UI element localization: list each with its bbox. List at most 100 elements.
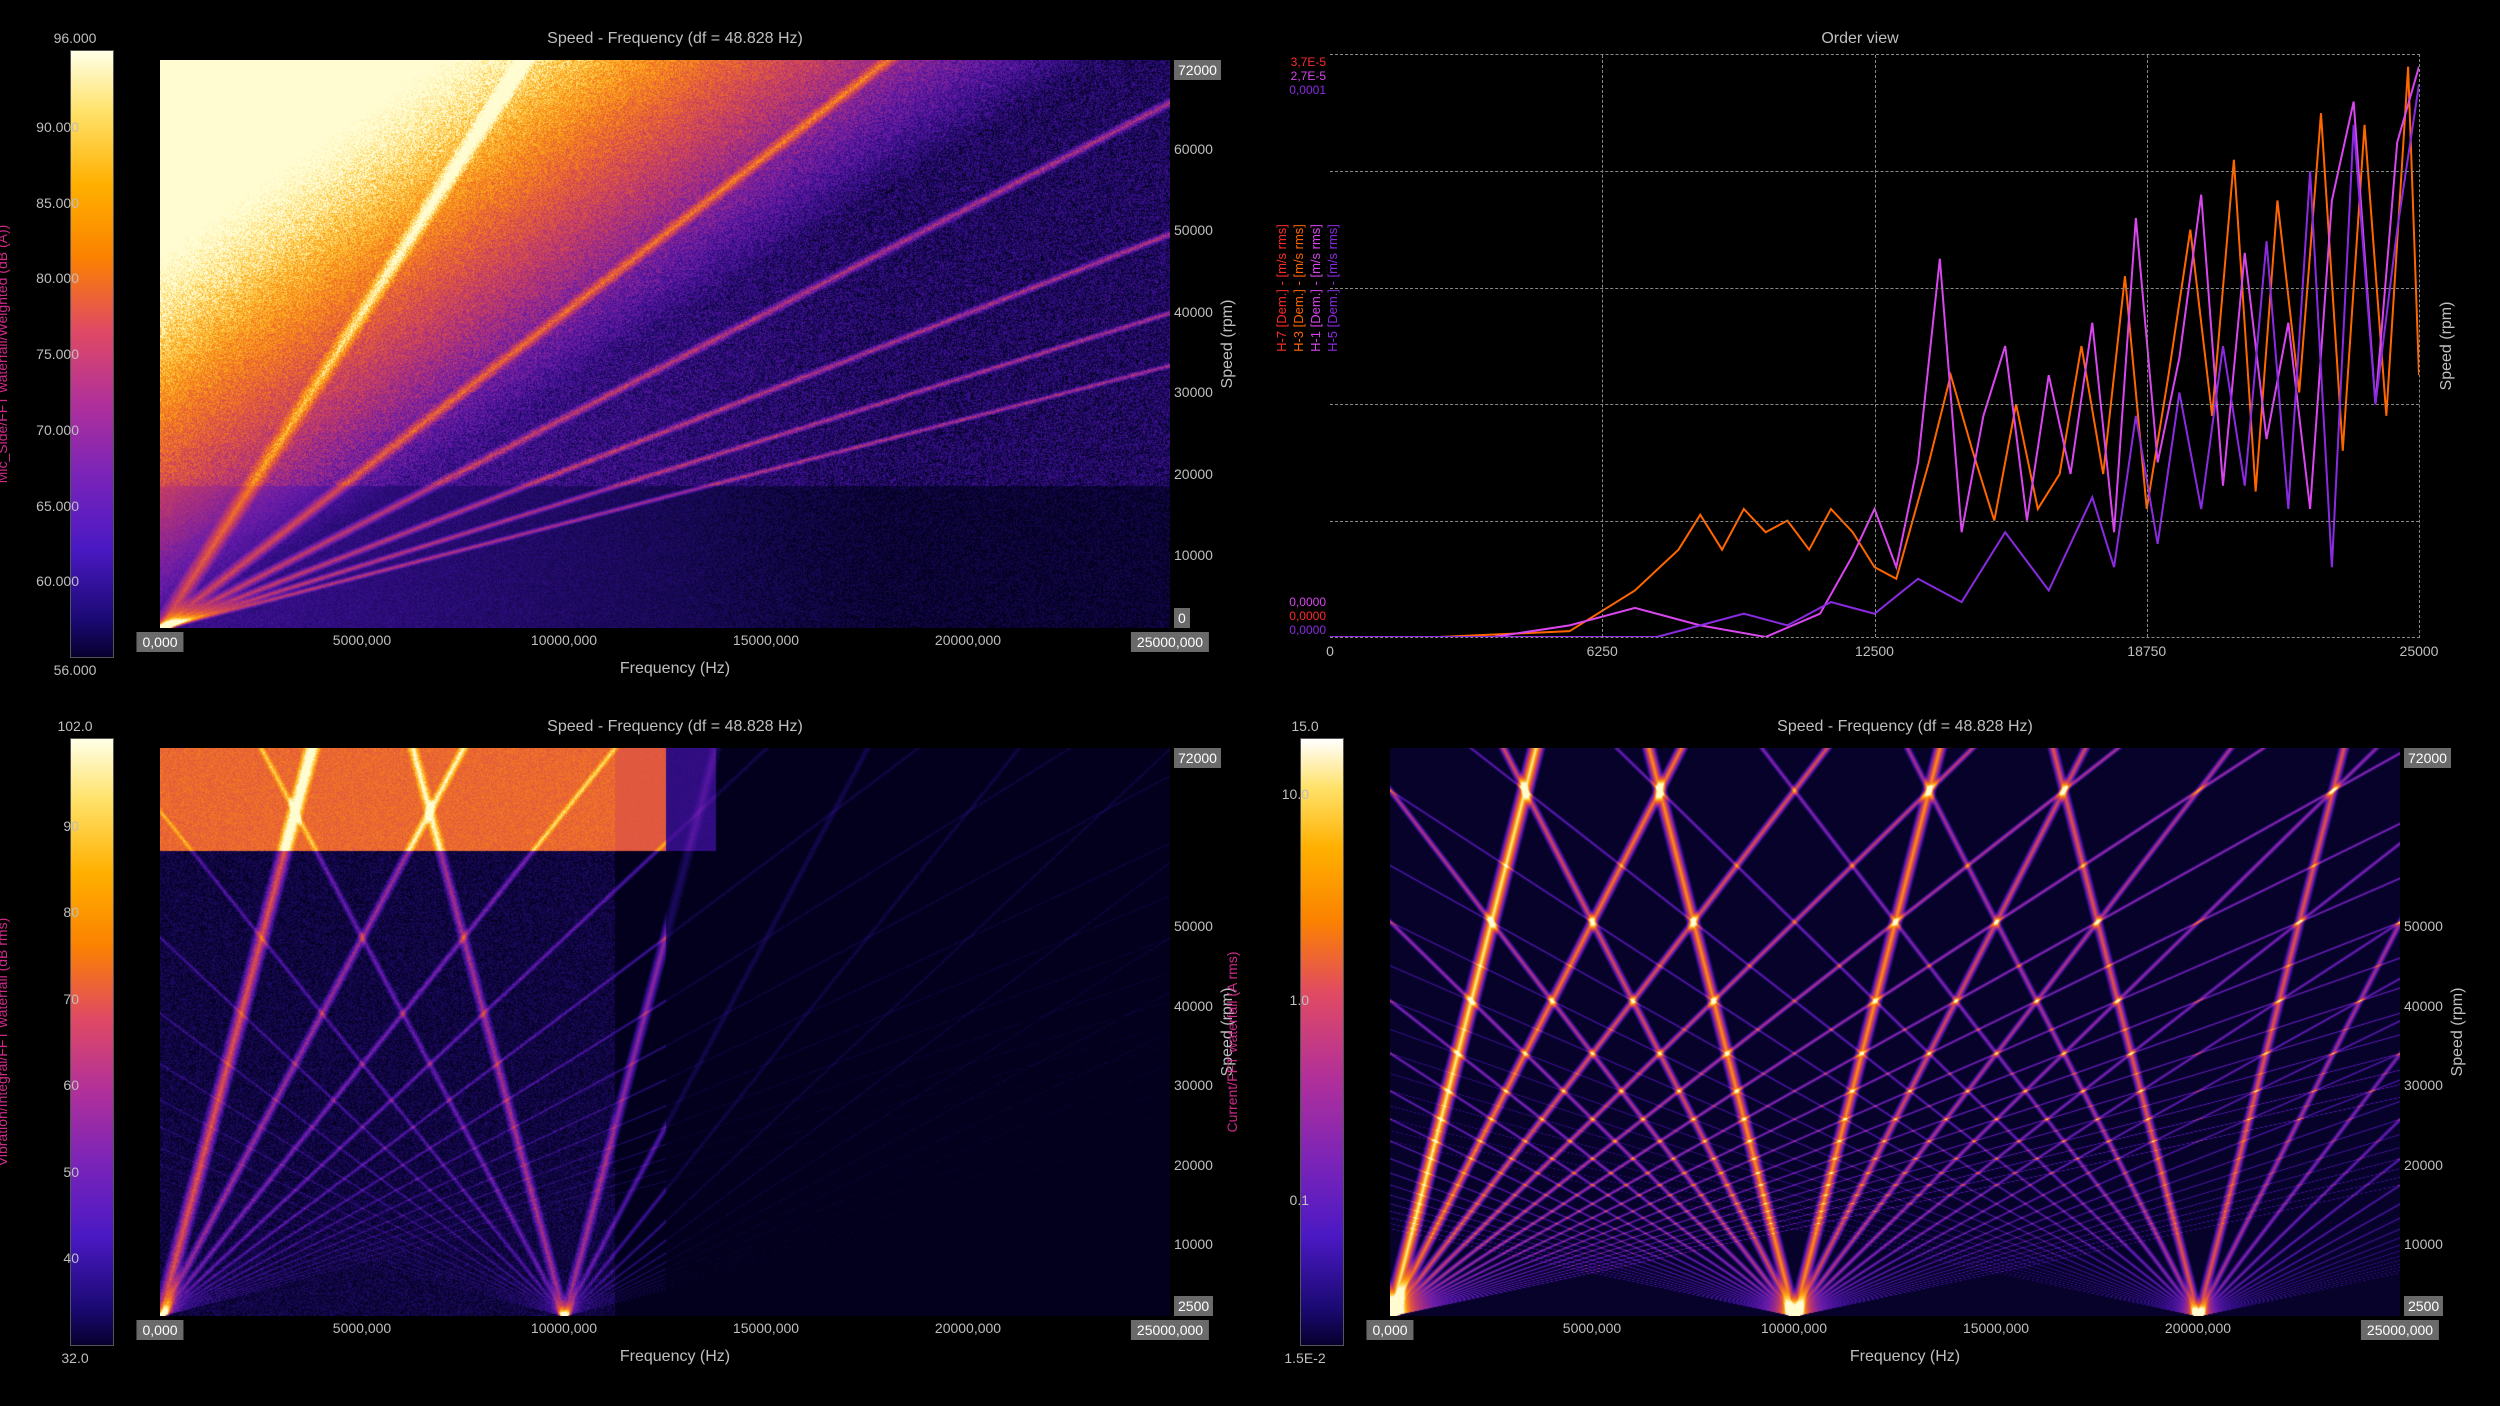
colorbar-tick: 50 xyxy=(63,1164,79,1180)
panel-order-view: Order view Speed (rpm) H-7 [Dem.] - [m/s… xyxy=(1260,30,2460,678)
rightaxis-tick: 0 xyxy=(1174,608,1190,628)
rightaxis-tick: 20000 xyxy=(1174,1157,1213,1173)
xaxis-title: Frequency (Hz) xyxy=(1350,1348,2460,1366)
colorbar-tick: 0.1 xyxy=(1290,1192,1309,1208)
panel-current-spectrogram: Current/FFT waterfall (A rms)15.015.010.… xyxy=(1260,718,2460,1366)
colorbar-tick: 90 xyxy=(63,818,79,834)
xaxis-tick: 20000,000 xyxy=(935,632,1001,648)
order-ytick-top: 3,7E-5 xyxy=(1291,55,1326,69)
rightaxis-tick: 20000 xyxy=(1174,466,1213,482)
xaxis-tick: 15000,000 xyxy=(733,632,799,648)
colorbar-ytitle: Mic_Side/FFT waterfall/Weighted (dB (A)) xyxy=(0,225,10,484)
xaxis-tick: 15000,000 xyxy=(733,1320,799,1336)
rightaxis-tick: 10000 xyxy=(2404,1236,2443,1252)
order-xaxis-tick: 12500 xyxy=(1855,643,1894,659)
rightaxis-tick: 72000 xyxy=(1174,748,1221,768)
colorbar-gradient: 15.010.01.00.11.5E-2 xyxy=(1300,738,1344,1346)
plot-title: Speed - Frequency (df = 48.828 Hz) xyxy=(120,718,1230,742)
xaxis-tick: 10000,000 xyxy=(1761,1320,1827,1336)
xaxis-tick: 25000,000 xyxy=(2361,1320,2439,1340)
rightaxis-tick: 30000 xyxy=(1174,1077,1213,1093)
order-ytick-top: 2,7E-5 xyxy=(1291,69,1326,83)
order-series-label: H-7 [Dem.] - [m/s rms] xyxy=(1274,224,1289,352)
xaxis-tick: 25000,000 xyxy=(1131,1320,1209,1340)
colorbar-bottom-value: 56.000 xyxy=(54,662,97,678)
rightaxis-tick: 20000 xyxy=(2404,1157,2443,1173)
rightaxis-tick: 10000 xyxy=(1174,547,1213,563)
colorbar-gradient: 96.00090.00085.00080.00075.00070.00065.0… xyxy=(70,50,114,658)
plot-title: Speed - Frequency (df = 48.828 Hz) xyxy=(1350,718,2460,742)
rightaxis-tick: 72000 xyxy=(2404,748,2451,768)
xaxis-tick: 10000,000 xyxy=(531,632,597,648)
colorbar-tick: 10.0 xyxy=(1282,786,1309,802)
order-series-label: H-1 [Dem.] - [m/s rms] xyxy=(1308,224,1323,352)
rightaxis-tick: 2500 xyxy=(1174,1296,1213,1316)
xaxis-tick: 0,000 xyxy=(1366,1320,1413,1340)
rightaxis-tick: 50000 xyxy=(1174,222,1213,238)
xaxis-tick: 0,000 xyxy=(136,632,183,652)
colorbar: Mic_Side/FFT waterfall/Weighted (dB (A))… xyxy=(30,30,120,678)
xaxis-tick: 20000,000 xyxy=(2165,1320,2231,1336)
rightaxis-tick: 30000 xyxy=(2404,1077,2443,1093)
panel-vibration-spectrogram: Vibration/Integral/FFT waterfall (dB rms… xyxy=(30,718,1230,1366)
rightaxis-tick: 40000 xyxy=(2404,998,2443,1014)
rightaxis-tick: 30000 xyxy=(1174,384,1213,400)
colorbar-gradient: 102.090807060504032.0 xyxy=(70,738,114,1346)
rightaxis-tick: 10000 xyxy=(1174,1236,1213,1252)
colorbar-tick: 40 xyxy=(63,1250,79,1266)
colorbar-tick: 65.000 xyxy=(36,498,79,514)
order-ytick-top: 0,0001 xyxy=(1289,83,1326,97)
rightaxis-tick: 40000 xyxy=(1174,998,1213,1014)
xaxis-tick: 5000,000 xyxy=(333,1320,391,1336)
colorbar-tick: 70.000 xyxy=(36,422,79,438)
colorbar-tick: 80.000 xyxy=(36,270,79,286)
xaxis-tick: 25000,000 xyxy=(1131,632,1209,652)
rightaxis-tick: 2500 xyxy=(2404,1296,2443,1316)
order-xaxis-tick: 6250 xyxy=(1587,643,1618,659)
colorbar-tick: 60.000 xyxy=(36,573,79,589)
plot-title: Speed - Frequency (df = 48.828 Hz) xyxy=(120,30,1230,54)
grid-v xyxy=(2147,55,2148,637)
colorbar-bottom-value: 32.0 xyxy=(61,1350,88,1366)
rightaxis-title: Speed (rpm) xyxy=(1219,300,1237,389)
colorbar-tick: 1.0 xyxy=(1290,992,1309,1008)
spectrogram-plot-area[interactable] xyxy=(160,60,1170,628)
grid-h xyxy=(1330,521,2419,522)
colorbar-ytitle: Current/FFT waterfall (A rms) xyxy=(1224,952,1240,1133)
colorbar-tick: 75.000 xyxy=(36,346,79,362)
rightaxis-tick: 60000 xyxy=(1174,141,1213,157)
order-view-right-axis-title: Speed (rpm) xyxy=(2438,302,2456,391)
spectrogram-plot-area[interactable] xyxy=(160,748,1170,1316)
colorbar-tick: 85.000 xyxy=(36,195,79,211)
colorbar: Current/FFT waterfall (A rms)15.015.010.… xyxy=(1260,718,1350,1366)
xaxis-tick: 0,000 xyxy=(136,1320,183,1340)
panel-mic-spectrogram: Mic_Side/FFT waterfall/Weighted (dB (A))… xyxy=(30,30,1230,678)
colorbar-top-value: 102.0 xyxy=(57,718,92,734)
grid-v xyxy=(1602,55,1603,637)
xaxis-tick: 5000,000 xyxy=(333,632,391,648)
colorbar-top-value: 15.0 xyxy=(1291,718,1318,734)
spectrogram-plot-area[interactable] xyxy=(1390,748,2400,1316)
rightaxis-tick: 50000 xyxy=(1174,918,1213,934)
grid-h xyxy=(1330,171,2419,172)
order-xaxis-tick: 0 xyxy=(1326,643,1334,659)
colorbar-tick: 90.000 xyxy=(36,119,79,135)
colorbar-ytitle: Vibration/Integral/FFT waterfall (dB rms… xyxy=(0,918,10,1166)
rightaxis-tick: 72000 xyxy=(1174,60,1221,80)
order-ytick-bottom: 0,0000 xyxy=(1289,623,1326,637)
rightaxis-tick: 50000 xyxy=(2404,918,2443,934)
colorbar: Vibration/Integral/FFT waterfall (dB rms… xyxy=(30,718,120,1366)
colorbar-tick: 70 xyxy=(63,991,79,1007)
order-xaxis-tick: 25000 xyxy=(2400,643,2439,659)
colorbar-bottom-value: 1.5E-2 xyxy=(1284,1350,1325,1366)
xaxis-tick: 15000,000 xyxy=(1963,1320,2029,1336)
grid-v xyxy=(1875,55,1876,637)
colorbar-tick: 80 xyxy=(63,904,79,920)
order-ytick-bottom: 0,0000 xyxy=(1289,595,1326,609)
xaxis-tick: 10000,000 xyxy=(531,1320,597,1336)
order-view-plot[interactable]: Speed (rpm) H-7 [Dem.] - [m/s rms]H-3 [D… xyxy=(1330,54,2420,638)
colorbar-tick: 60 xyxy=(63,1077,79,1093)
order-view-title: Order view xyxy=(1260,30,2460,54)
rightaxis-title: Speed (rpm) xyxy=(2449,988,2467,1077)
xaxis-tick: 20000,000 xyxy=(935,1320,1001,1336)
